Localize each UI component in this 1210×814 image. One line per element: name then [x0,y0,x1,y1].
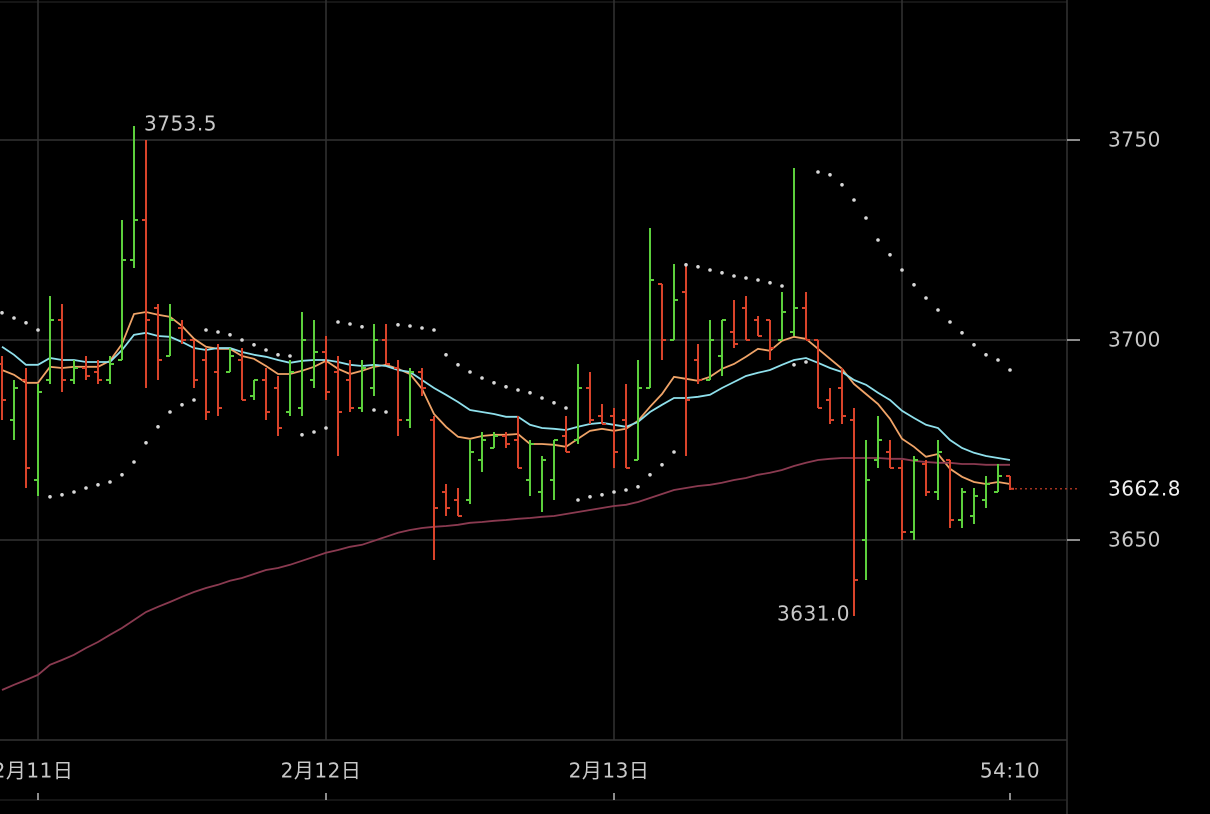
sar-dot [432,328,436,332]
price-annotation: 3631.0 [777,602,850,626]
sar-dot [864,216,868,220]
sar-dot [612,490,616,494]
sar-dot [240,338,244,342]
x-tick-label: 54:10 [980,759,1040,783]
sar-dot [132,460,136,464]
sar-dot [120,473,124,477]
sar-dot [300,433,304,437]
sar-dot [228,333,232,337]
sar-dot [600,493,604,497]
sar-dot [108,480,112,484]
sar-dot [516,388,520,392]
sar-dot [312,430,316,434]
sar-dot [876,238,880,242]
sar-dot [504,385,508,389]
sar-dot [396,323,400,327]
price-annotation: 3753.5 [144,112,217,136]
sar-dot [372,408,376,412]
sar-dot [816,170,820,174]
y-tick-label: 3700 [1108,328,1161,352]
sar-dot [492,381,496,385]
sar-dot [216,330,220,334]
sar-dot [96,483,100,487]
sar-dot [840,183,844,187]
sar-dot [552,401,556,405]
sar-dot [684,263,688,267]
sar-dot [540,396,544,400]
sar-dot [84,486,88,490]
sar-dot [264,348,268,352]
sar-dot [444,353,448,357]
sar-dot [948,320,952,324]
sar-dot [984,353,988,357]
sar-dot [144,441,148,445]
y-tick-label: 3750 [1108,128,1161,152]
sar-dot [828,173,832,177]
sar-dot [660,463,664,467]
sar-dot [924,296,928,300]
sar-dot [768,281,772,285]
last-price-label: 3662.8 [1108,476,1181,500]
moving-average-line [1,457,1010,691]
x-tick-label: 2月11日 [0,759,73,783]
sar-dot [0,311,4,315]
sar-dot [720,271,724,275]
sar-dot [420,326,424,330]
sar-dot [936,308,940,312]
sar-dot [276,353,280,357]
sar-dot [900,268,904,272]
y-tick-label: 3650 [1108,528,1161,552]
sar-dot [528,391,532,395]
sar-dot [804,360,808,364]
sar-dot [636,485,640,489]
sar-dot [288,354,292,358]
sar-dot [576,498,580,502]
sar-dot [480,376,484,380]
sar-dot [24,321,28,325]
sar-dot [960,331,964,335]
sar-dot [588,495,592,499]
sar-dot [780,284,784,288]
sar-dot [348,322,352,326]
sar-dot [360,325,364,329]
sar-dot [72,490,76,494]
sar-dot [324,426,328,430]
sar-dot [564,406,568,410]
sar-dot [996,358,1000,362]
sar-dot [888,253,892,257]
sar-dot [456,363,460,367]
sar-dot [36,328,40,332]
sar-dot [696,265,700,269]
sar-dot [192,398,196,402]
sar-dot [672,450,676,454]
sar-dot [408,324,412,328]
sar-dot [384,410,388,414]
sar-dot [48,495,52,499]
sar-dot [648,473,652,477]
sar-dot [336,320,340,324]
sar-dot [468,370,472,374]
sar-dot [252,343,256,347]
sar-dot [12,316,16,320]
x-tick-label: 2月13日 [569,759,650,783]
sar-dot [732,274,736,278]
sar-dot [708,268,712,272]
sar-dot [156,425,160,429]
sar-dot [180,403,184,407]
sar-dot [912,283,916,287]
sar-dot [792,363,796,367]
sar-dot [1008,368,1012,372]
sar-dot [168,410,172,414]
sar-dot [624,488,628,492]
sar-dot [972,343,976,347]
sar-dot [852,198,856,202]
sar-dot [204,328,208,332]
sar-dot [744,276,748,280]
sar-dot [60,493,64,497]
x-tick-label: 2月12日 [281,759,362,783]
sar-dot [756,278,760,282]
